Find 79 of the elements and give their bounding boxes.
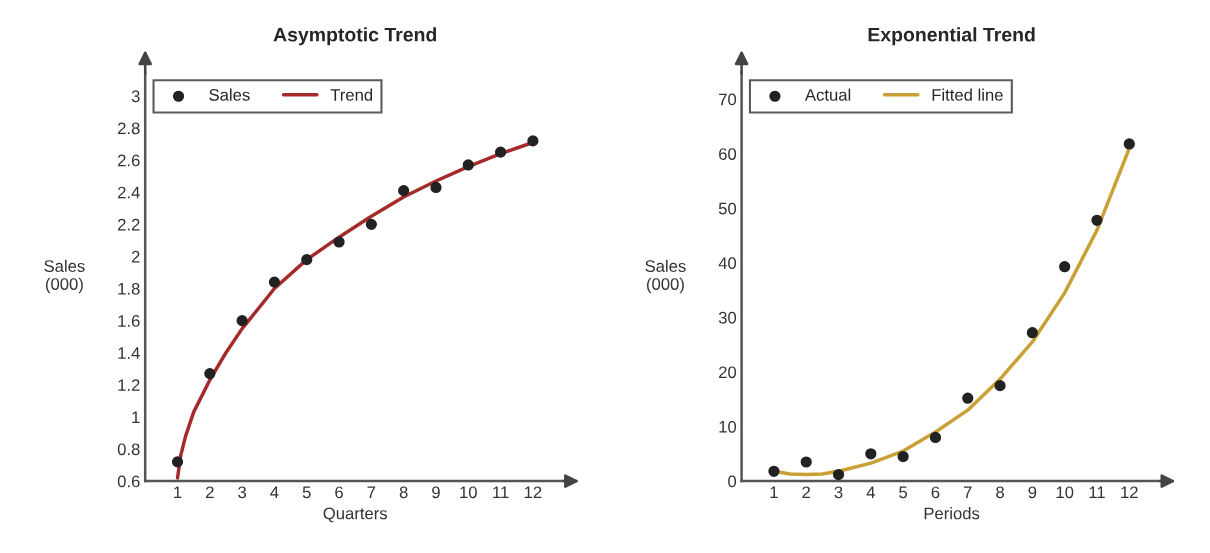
point	[527, 135, 539, 147]
x-tick-label: 12	[524, 486, 542, 499]
point	[333, 236, 345, 248]
x-tick-label: 1	[174, 486, 182, 499]
x-tick-label: 2	[802, 486, 811, 499]
point	[204, 367, 216, 380]
point	[994, 380, 1006, 392]
point	[832, 468, 845, 481]
y-tick-label: 1.6	[118, 315, 140, 327]
chart-title: Exponential Trend	[868, 27, 1035, 46]
point	[301, 254, 313, 266]
x-tick-label: 10	[460, 486, 477, 499]
y-tick-label: 2.6	[118, 154, 140, 167]
point	[268, 276, 281, 288]
point	[171, 456, 184, 468]
x-tick-label: 10	[1056, 486, 1074, 499]
y-tick-label: 70	[719, 93, 737, 106]
x-tick-label: 8	[399, 486, 408, 499]
y-tick-label: 1	[132, 411, 140, 423]
y-tick-label: 20	[719, 366, 737, 379]
point	[929, 431, 942, 444]
y-tick-label: 30	[718, 311, 737, 324]
y-tick-label: 1.8	[118, 282, 140, 295]
point	[897, 450, 909, 463]
x-axis-title: Quarters	[323, 507, 388, 523]
x-tick-label: 1	[770, 486, 778, 499]
y-tick-label: 2	[131, 250, 140, 263]
y-tick-label: 0	[728, 475, 737, 488]
y-tick-label: 10	[719, 420, 737, 433]
x-tick-label: 5	[302, 486, 311, 499]
x-tick-label: 3	[834, 486, 843, 499]
point	[398, 185, 410, 197]
x-tick-label: 3	[238, 486, 247, 499]
y-tick-label: 50	[718, 202, 737, 215]
x-tick-label: 9	[432, 486, 440, 499]
point	[1091, 214, 1103, 226]
x-tick-label: 5	[899, 486, 908, 499]
chart-title: Asymptotic Trend	[273, 27, 437, 46]
point	[1059, 261, 1071, 273]
y-tick-label: 1.4	[118, 347, 140, 359]
point	[768, 465, 780, 477]
point	[236, 315, 248, 327]
point	[1026, 327, 1038, 339]
y-tick-label: 0.6	[117, 475, 140, 488]
point	[962, 392, 974, 404]
point	[365, 218, 377, 230]
x-axis-title: Periods	[924, 507, 980, 520]
point	[430, 181, 442, 194]
point	[1123, 138, 1135, 150]
y-tick-label: 60	[719, 148, 737, 160]
legend-label: Trend	[330, 88, 373, 101]
point	[462, 159, 474, 171]
x-tick-label: 6	[335, 486, 343, 499]
x-tick-label: 4	[270, 486, 279, 499]
x-tick-label: 7	[367, 486, 376, 499]
x-tick-label: 7	[963, 486, 972, 499]
y-axis-title: Sales (000)	[645, 259, 686, 294]
x-tick-label: 12	[1121, 486, 1138, 499]
legend-label: Sales	[209, 88, 250, 101]
y-tick-label: 0.8	[117, 443, 140, 456]
x-tick-label: 9	[1028, 486, 1037, 499]
y-tick-label: 2.8	[118, 122, 140, 135]
x-tick-label: 4	[866, 486, 875, 499]
legend-label: Actual	[804, 88, 851, 101]
x-tick-label: 2	[206, 486, 214, 499]
y-tick-label: 40	[718, 257, 737, 270]
x-tick-label: 8	[996, 486, 1004, 499]
y-tick-label: 2.4	[118, 186, 140, 199]
point	[494, 146, 507, 158]
point	[800, 456, 812, 468]
y-axis-title: Sales (000)	[44, 259, 85, 294]
y-tick-label: 1.2	[118, 379, 140, 391]
y-tick-label: 3	[131, 90, 140, 103]
y-tick-label: 2.2	[118, 218, 140, 231]
x-tick-label: 6	[931, 486, 940, 499]
point	[865, 448, 877, 460]
legend-label: Fitted line	[932, 88, 1003, 101]
x-tick-label: 11	[493, 486, 509, 499]
x-tick-label: 11	[1089, 486, 1105, 499]
